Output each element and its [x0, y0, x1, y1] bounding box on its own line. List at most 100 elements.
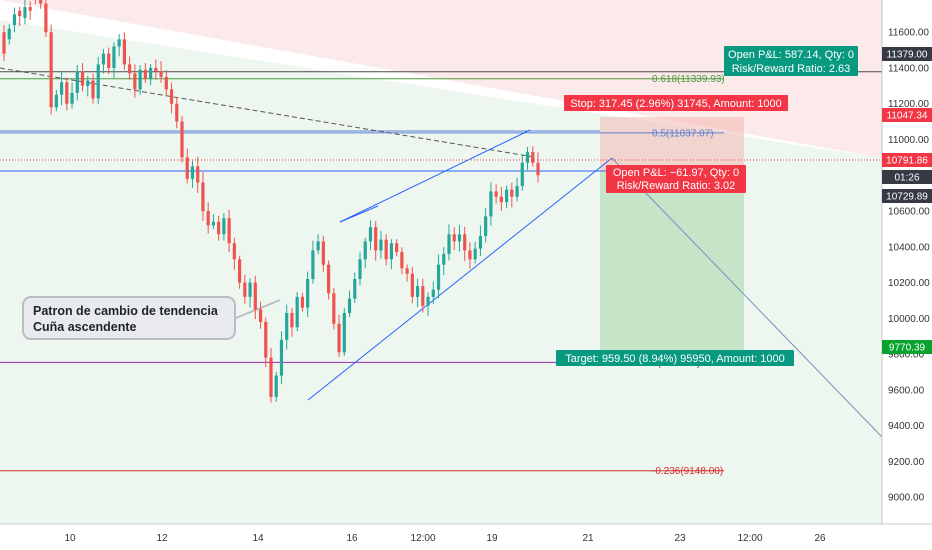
candle-body[interactable] [190, 166, 195, 179]
candle-body[interactable] [489, 191, 493, 217]
candle-body[interactable] [520, 162, 524, 186]
price-tag[interactable] [882, 153, 932, 167]
candle-body[interactable] [442, 253, 446, 265]
mid-pnl-box[interactable]: Open P&L: −61.97, Qty: 0 Risk/Reward Rat… [606, 165, 746, 193]
candle-body[interactable] [473, 248, 477, 260]
candle-body[interactable] [253, 282, 257, 310]
candle-body[interactable] [222, 218, 226, 235]
candle-body[interactable] [237, 259, 242, 283]
candle-body[interactable] [311, 250, 315, 279]
candle-body[interactable] [468, 250, 472, 260]
candle-body[interactable] [384, 239, 388, 260]
candle-body[interactable] [274, 375, 278, 398]
candle-body[interactable] [395, 243, 399, 253]
candle-body[interactable] [515, 185, 519, 197]
candle-body[interactable] [290, 312, 294, 328]
candle-body[interactable] [49, 32, 53, 108]
candle-body[interactable] [300, 296, 305, 308]
candle-body[interactable] [112, 46, 116, 68]
candle-body[interactable] [457, 234, 462, 242]
candle-body[interactable] [499, 196, 503, 203]
candle-body[interactable] [536, 162, 540, 176]
candle-body[interactable] [379, 239, 383, 251]
price-tag[interactable] [882, 108, 932, 122]
candle-body[interactable] [86, 80, 90, 86]
price-tag[interactable] [882, 47, 932, 61]
wedge-upper-line[interactable] [339, 129, 531, 223]
candle-body[interactable] [342, 312, 346, 353]
price-tag[interactable] [882, 189, 932, 203]
candle-body[interactable] [217, 221, 221, 235]
candle-body[interactable] [96, 64, 100, 99]
candle-body[interactable] [389, 243, 394, 260]
candle-body[interactable] [484, 216, 488, 237]
price-tag[interactable] [882, 170, 932, 184]
candle-body[interactable] [306, 278, 310, 308]
wedge-lower-line[interactable] [307, 157, 613, 401]
candle-body[interactable] [169, 89, 174, 104]
candle-body[interactable] [264, 321, 268, 358]
candle-body[interactable] [180, 121, 184, 158]
candle-body[interactable] [143, 69, 147, 79]
candle-body[interactable] [374, 227, 378, 251]
price-axis[interactable] [882, 0, 932, 524]
candle-body[interactable] [410, 273, 414, 297]
target-box[interactable]: Target: 959.50 (8.94%) 95950, Amount: 10… [556, 350, 794, 366]
candle-body[interactable] [59, 82, 64, 95]
candle-body[interactable] [12, 14, 17, 26]
candle-body[interactable] [154, 67, 158, 72]
price-tag[interactable] [882, 340, 932, 354]
callout-note[interactable]: Patron de cambio de tendencia Cuña ascen… [22, 296, 236, 340]
candle-body[interactable] [525, 152, 530, 163]
candle-body[interactable] [436, 264, 441, 290]
candle-body[interactable] [358, 259, 362, 279]
candle-body[interactable] [285, 312, 289, 340]
candle-body[interactable] [426, 296, 430, 306]
candle-body[interactable] [18, 10, 22, 17]
candle-body[interactable] [101, 53, 106, 65]
wedge-top-segment[interactable] [339, 205, 379, 223]
candle-body[interactable] [122, 39, 127, 65]
candle-body[interactable] [148, 67, 153, 79]
candle-body[interactable] [164, 76, 168, 90]
candle-body[interactable] [2, 32, 6, 54]
candle-body[interactable] [133, 73, 137, 90]
candle-body[interactable] [128, 64, 132, 74]
projection-line[interactable] [611, 157, 883, 438]
candle-body[interactable] [39, 0, 43, 4]
candle-body[interactable] [510, 189, 514, 197]
candle-body[interactable] [316, 241, 320, 251]
candle-body[interactable] [463, 234, 467, 251]
candle-body[interactable] [421, 286, 425, 306]
candle-body[interactable] [211, 221, 216, 226]
candle-body[interactable] [363, 241, 367, 260]
candle-body[interactable] [332, 293, 336, 324]
candle-body[interactable] [117, 39, 121, 47]
candle-body[interactable] [431, 289, 435, 297]
candle-body[interactable] [400, 252, 404, 269]
candle-body[interactable] [175, 103, 179, 122]
candle-body[interactable] [368, 227, 373, 242]
candle-body[interactable] [227, 218, 231, 244]
top-pnl-box[interactable]: Open P&L: 587.14, Qty: 0 Risk/Reward Rat… [724, 46, 858, 76]
candle-body[interactable] [206, 211, 210, 226]
candle-body[interactable] [107, 53, 111, 68]
candle-body[interactable] [295, 296, 299, 328]
candle-body[interactable] [326, 264, 331, 294]
time-axis[interactable] [0, 524, 932, 550]
candle-body[interactable] [337, 323, 341, 353]
candle-body[interactable] [248, 282, 252, 297]
candle-body[interactable] [44, 3, 48, 33]
candle-body[interactable] [54, 94, 58, 108]
candle-body[interactable] [185, 157, 189, 179]
candle-body[interactable] [65, 82, 69, 104]
candle-body[interactable] [138, 69, 142, 90]
candle-body[interactable] [196, 166, 200, 183]
candle-body[interactable] [447, 234, 451, 254]
candle-body[interactable] [353, 278, 357, 299]
candle-body[interactable] [279, 339, 284, 376]
candle-body[interactable] [159, 71, 163, 77]
candle-body[interactable] [321, 241, 325, 265]
candle-body[interactable] [232, 243, 236, 260]
